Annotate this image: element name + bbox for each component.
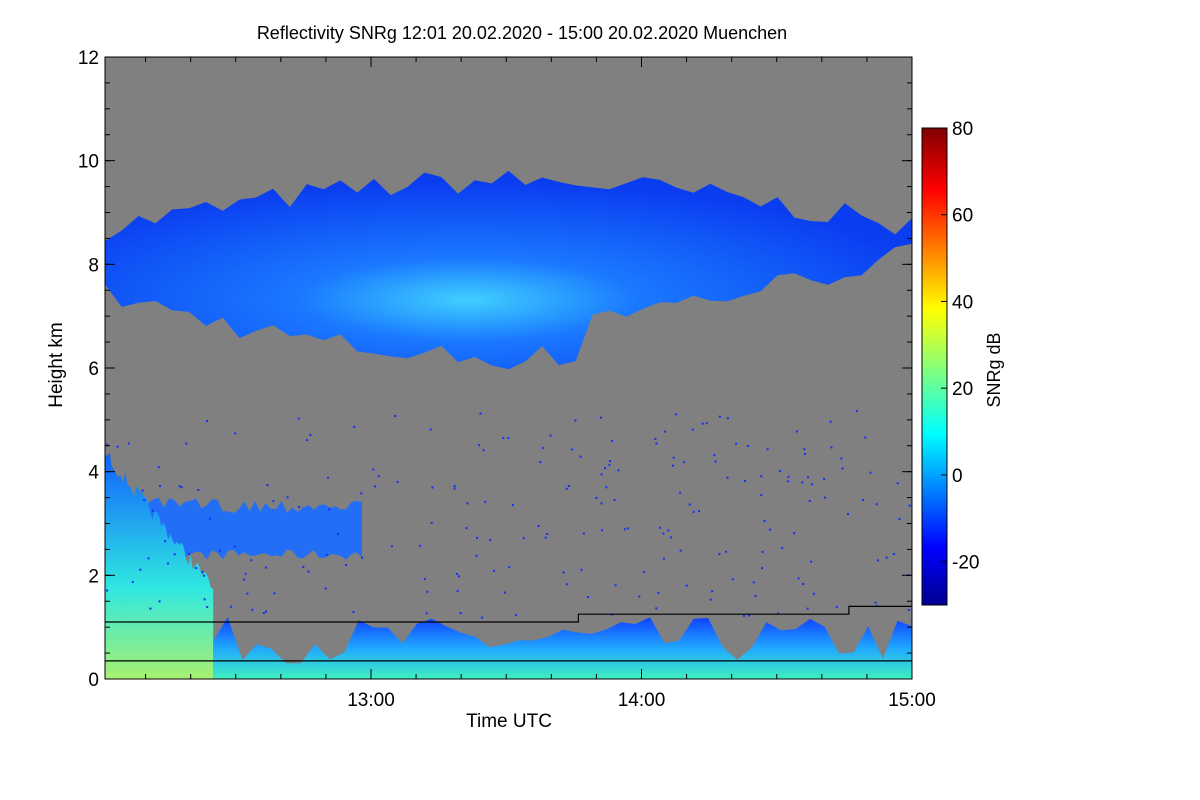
echo-layer bbox=[105, 170, 912, 679]
colorbar-tick-label: 0 bbox=[952, 466, 963, 487]
x-tick-label: 15:00 bbox=[888, 690, 936, 711]
colorbar-gradient bbox=[921, 127, 948, 606]
y-tick-label: 8 bbox=[88, 255, 99, 276]
y-tick-label: 2 bbox=[88, 566, 99, 587]
y-tick-label: 0 bbox=[88, 670, 99, 691]
colorbar-tick-label: 60 bbox=[952, 206, 973, 227]
chart-title: Reflectivity SNRg 12:01 20.02.2020 - 15:… bbox=[257, 23, 787, 43]
colorbar: -20 0 20 40 60 80 bbox=[921, 119, 979, 606]
y-tick-label: 12 bbox=[78, 48, 99, 69]
y-axis-label: Height km bbox=[46, 322, 67, 408]
colorbar-tick-label: 40 bbox=[952, 292, 973, 313]
overlay-line-1 bbox=[105, 605, 912, 623]
x-axis-label: Time UTC bbox=[466, 711, 552, 732]
echo-cirrus-layer bbox=[105, 170, 912, 370]
colorbar-tick-label: 20 bbox=[952, 379, 973, 400]
y-tick-label: 4 bbox=[88, 463, 99, 484]
y-tick-label: 6 bbox=[88, 359, 99, 380]
y-tick-label: 10 bbox=[78, 152, 99, 173]
colorbar-tick-label: -20 bbox=[952, 553, 979, 574]
echo-boundary-layer-clutter bbox=[213, 617, 912, 679]
x-tick-label: 14:00 bbox=[618, 690, 666, 711]
x-tick-label: 13:00 bbox=[347, 690, 395, 711]
plot-area bbox=[105, 57, 912, 679]
colorbar-label: SNRg dB bbox=[984, 332, 1004, 407]
colorbar-tick-label: 80 bbox=[952, 119, 973, 140]
axes: 0 2 4 6 8 10 12 13:00 14:00 15:00 bbox=[78, 48, 936, 711]
